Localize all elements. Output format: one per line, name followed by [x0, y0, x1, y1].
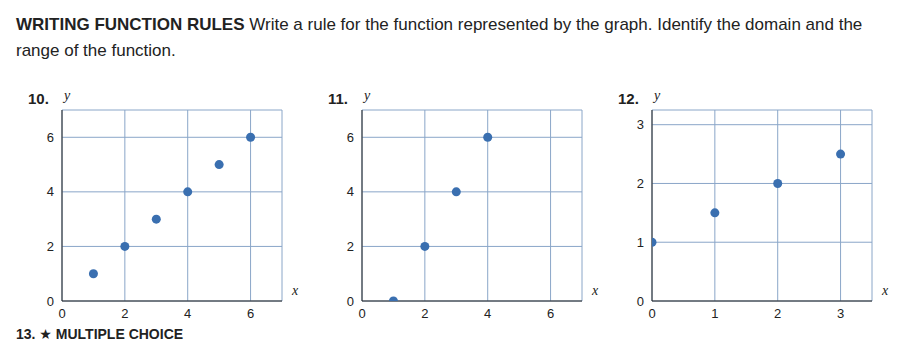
html-text:12.: 12.: [618, 90, 639, 107]
svg-text:2: 2: [421, 306, 428, 321]
svg-text:0: 0: [47, 294, 54, 309]
svg-text:0: 0: [637, 294, 644, 309]
html-text:10.: 10.: [28, 90, 49, 107]
svg-text:1: 1: [637, 235, 644, 250]
html-text:13. ★ MULTIPLE CHOICE: 13. ★ MULTIPLE CHOICE: [16, 326, 184, 342]
svg-text:0: 0: [648, 306, 655, 321]
svg-text:4: 4: [347, 184, 354, 199]
html-text:y: y: [64, 88, 71, 103]
svg-text:1: 1: [711, 306, 718, 321]
svg-text:0: 0: [358, 306, 365, 321]
svg-text:6: 6: [247, 306, 254, 321]
html-text:x: x: [292, 283, 299, 298]
html-text:11.: 11.: [328, 90, 348, 107]
svg-text:2: 2: [774, 306, 781, 321]
svg-text:2: 2: [637, 176, 644, 191]
html-text:x: x: [592, 283, 599, 298]
svg-text:2: 2: [347, 239, 354, 254]
svg-text:6: 6: [47, 130, 54, 145]
svg-text:6: 6: [347, 130, 354, 145]
svg-text:3: 3: [837, 306, 844, 321]
html-text:y: y: [654, 88, 661, 103]
svg-text:3: 3: [637, 117, 644, 132]
svg-text:6: 6: [547, 306, 554, 321]
html-text:x: x: [882, 283, 889, 298]
svg-text:0: 0: [58, 306, 65, 321]
svg-text:4: 4: [184, 306, 191, 321]
svg-text:0: 0: [347, 294, 354, 309]
html-text:y: y: [364, 88, 371, 103]
svg-text:2: 2: [47, 239, 54, 254]
svg-text:4: 4: [484, 306, 491, 321]
svg-text:2: 2: [121, 306, 128, 321]
html-text:WRITING FUNCTION RULES Write a: WRITING FUNCTION RULES Write a rule for …: [16, 15, 863, 60]
svg-text:4: 4: [47, 184, 54, 199]
